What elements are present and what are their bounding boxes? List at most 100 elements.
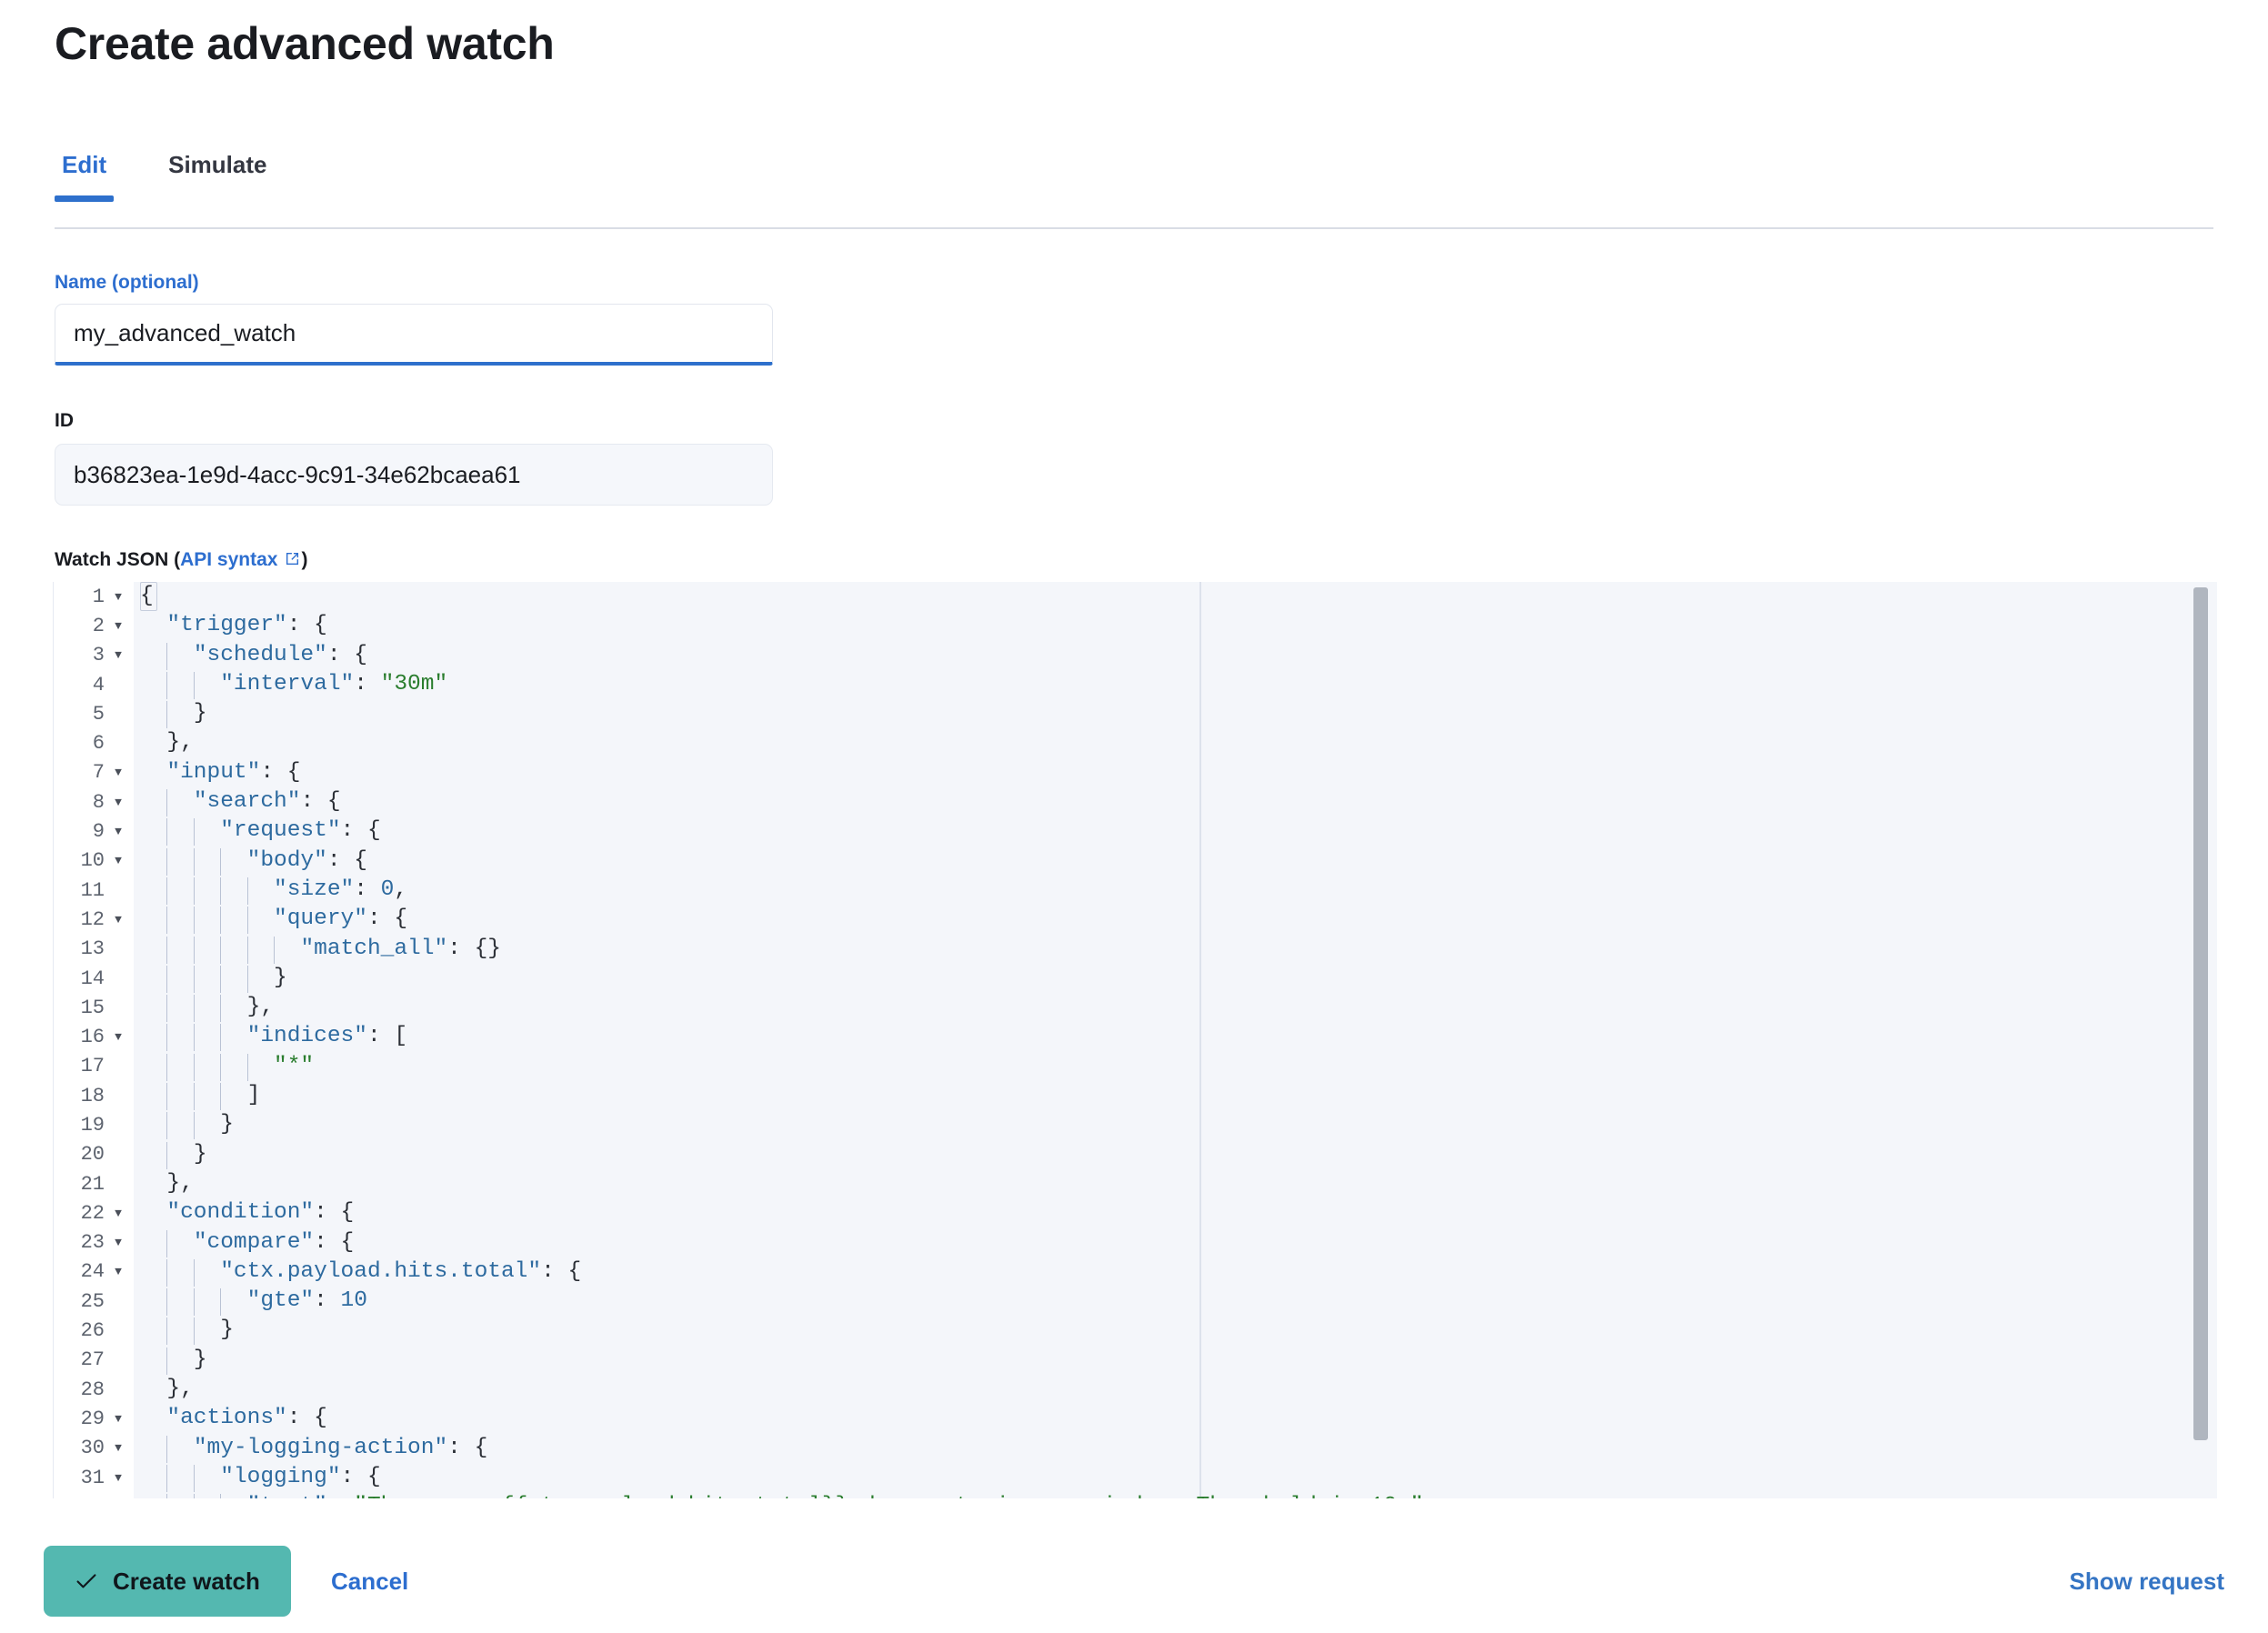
id-field-label: ID: [55, 410, 74, 431]
editor-code-line[interactable]: "search": {: [134, 787, 2217, 817]
editor-print-margin: [1199, 582, 1201, 1498]
editor-code-line[interactable]: },: [134, 993, 2217, 1023]
cancel-button[interactable]: Cancel: [326, 1546, 414, 1617]
fold-toggle-icon[interactable]: ▼: [115, 1236, 122, 1250]
indent-guide: [220, 965, 222, 993]
editor-line-number: 13▼: [80, 937, 105, 961]
indent-guide: [246, 936, 248, 964]
editor-code-line[interactable]: {: [134, 582, 2217, 611]
indent-guide: [166, 1258, 168, 1287]
fold-toggle-icon[interactable]: ▼: [115, 912, 122, 927]
editor-code-line[interactable]: "body": {: [134, 847, 2217, 876]
editor-code-line[interactable]: "query": {: [134, 905, 2217, 935]
editor-line-number: 28▼: [80, 1378, 105, 1401]
indent-guide: [193, 907, 195, 935]
editor-line-number: 5▼: [92, 702, 105, 726]
editor-code-line[interactable]: "indices": [: [134, 1022, 2217, 1052]
indent-guide: [220, 907, 222, 935]
editor-code-line[interactable]: "match_all": {}: [134, 935, 2217, 964]
editor-code-line[interactable]: "input": {: [166, 759, 301, 785]
editor-line-number: 3 ▼: [54, 641, 134, 670]
editor-code-line[interactable]: "request": {: [134, 816, 2217, 847]
indent-guide: [220, 1288, 222, 1317]
indent-guide: [220, 1494, 222, 1498]
fold-toggle-icon[interactable]: ▼: [115, 589, 122, 604]
editor-code-line[interactable]: "*": [134, 1052, 2217, 1081]
indent-guide: [166, 1141, 168, 1169]
show-request-link[interactable]: Show request: [2069, 1567, 2224, 1595]
editor-code-line[interactable]: "ctx.payload.hits.total": {: [134, 1257, 2217, 1287]
indent-guide: [220, 877, 222, 905]
editor-line-number: 15▼: [80, 996, 105, 1019]
indent-guide: [166, 1317, 168, 1346]
indent-guide: [193, 1317, 195, 1346]
editor-code-line[interactable]: }: [134, 1140, 2217, 1169]
editor-code-line[interactable]: },: [166, 730, 194, 756]
editor-line-number: 23 ▼: [54, 1228, 134, 1257]
editor-code-line[interactable]: "schedule": {: [134, 641, 2217, 670]
editor-line-number: 24 ▼: [54, 1257, 134, 1287]
editor-code-line[interactable]: }: [134, 1110, 2217, 1140]
editor-line-number: 29 ▼: [54, 1404, 134, 1433]
editor-line-number: 1 ▼: [54, 582, 134, 611]
fold-toggle-icon[interactable]: ▼: [115, 766, 122, 780]
fold-toggle-icon[interactable]: ▼: [115, 1030, 122, 1045]
fold-toggle-icon[interactable]: ▼: [115, 1441, 122, 1456]
editor-code-area[interactable]: { "trigger": { "schedule": { "interval":…: [134, 582, 2217, 1498]
editor-code-line[interactable]: "condition": {: [166, 1200, 355, 1226]
indent-guide: [193, 877, 195, 905]
indent-guide: [166, 965, 168, 993]
editor-code-line[interactable]: "text": "There are {{ctx.payload.hits.to…: [134, 1492, 2217, 1498]
name-input[interactable]: [55, 304, 773, 366]
editor-line-number: 22 ▼: [54, 1198, 134, 1227]
api-syntax-link[interactable]: API syntax: [180, 549, 278, 570]
tab-bar: Edit Simulate: [55, 153, 2213, 229]
fold-toggle-icon[interactable]: ▼: [115, 618, 122, 633]
editor-code-line[interactable]: "compare": {: [134, 1228, 2217, 1257]
watch-json-label-suffix: ): [301, 549, 308, 570]
fold-toggle-icon[interactable]: ▼: [115, 1411, 122, 1426]
indent-guide: [193, 1053, 195, 1081]
editor-scrollbar-thumb[interactable]: [2193, 587, 2208, 1440]
indent-guide: [166, 701, 168, 729]
watch-json-editor[interactable]: 1▼2▼3▼ 4▼ 5▼ 6▼7▼8▼9▼10▼11▼ 12▼ 13▼ 14▼ 15▼ 16▼ 1…: [53, 582, 2217, 1498]
fold-toggle-icon[interactable]: ▼: [115, 795, 122, 809]
editor-code-line[interactable]: "size": 0,: [134, 876, 2217, 905]
indent-guide: [166, 907, 168, 935]
editor-code-line[interactable]: "my-logging-action": {: [134, 1434, 2217, 1463]
editor-code-line[interactable]: }: [134, 964, 2217, 993]
editor-code-line[interactable]: }: [134, 1316, 2217, 1346]
indent-guide: [193, 965, 195, 993]
editor-code-line[interactable]: "interval": "30m": [134, 670, 2217, 699]
editor-code-line[interactable]: "actions": {: [166, 1406, 327, 1431]
fold-toggle-icon[interactable]: ▼: [115, 1265, 122, 1279]
editor-line-number: 4▼: [92, 673, 105, 696]
editor-code-line[interactable]: "logging": {: [134, 1463, 2217, 1492]
editor-code-line[interactable]: },: [166, 1170, 194, 1196]
editor-code-line[interactable]: }: [134, 1346, 2217, 1375]
fold-toggle-icon[interactable]: ▼: [115, 1470, 122, 1485]
editor-line-number: 21▼: [80, 1172, 105, 1196]
fold-toggle-icon[interactable]: ▼: [115, 1206, 122, 1220]
fold-toggle-icon[interactable]: ▼: [115, 854, 122, 868]
editor-scrollbar-track[interactable]: [2183, 582, 2217, 1498]
tab-edit[interactable]: Edit: [55, 153, 115, 202]
editor-line-number: 10 ▼: [54, 847, 134, 876]
id-input[interactable]: [55, 444, 773, 506]
fold-toggle-icon[interactable]: ▼: [115, 648, 122, 663]
editor-code-line[interactable]: }: [134, 699, 2217, 729]
editor-code-line[interactable]: ]: [134, 1081, 2217, 1111]
watch-json-label-prefix: Watch JSON (: [55, 549, 181, 570]
indent-guide: [166, 1494, 168, 1498]
editor-code-line[interactable]: "trigger": {: [166, 613, 327, 638]
editor-line-number: 31 ▼: [54, 1463, 134, 1492]
create-watch-button[interactable]: Create watch: [44, 1546, 291, 1617]
fold-toggle-icon[interactable]: ▼: [115, 825, 122, 839]
watch-json-label: Watch JSON (API syntax): [55, 550, 307, 569]
indent-guide: [166, 818, 168, 847]
tab-simulate[interactable]: Simulate: [161, 153, 274, 200]
indent-guide: [193, 936, 195, 964]
indent-guide: [246, 907, 248, 935]
editor-code-line[interactable]: "gte": 10: [134, 1287, 2217, 1317]
editor-code-line[interactable]: },: [166, 1377, 194, 1402]
